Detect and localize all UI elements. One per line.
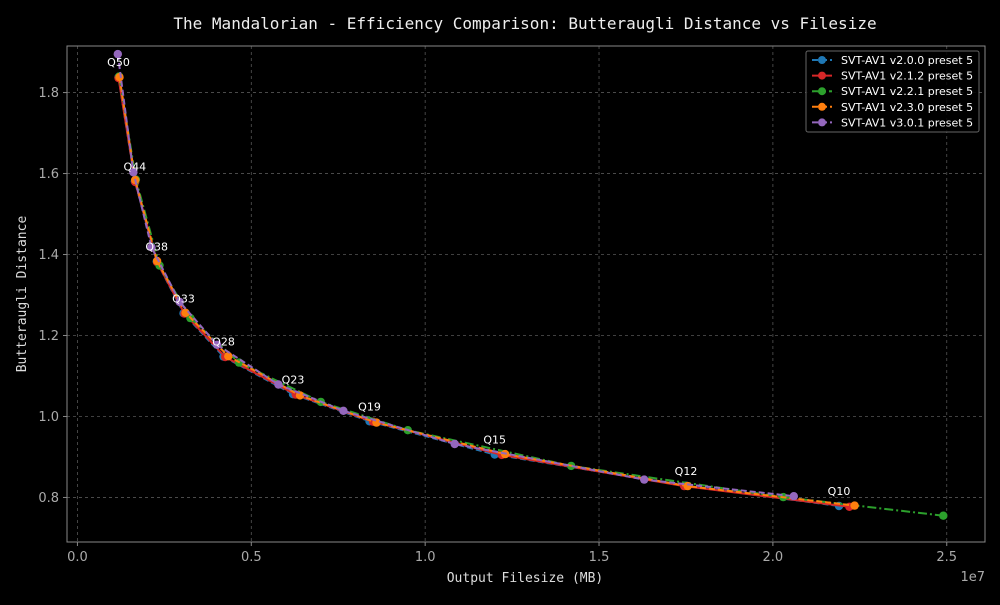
y-tick-label: 1.2	[38, 329, 59, 344]
legend-item: SVT-AV1 v2.1.2 preset 5	[812, 70, 973, 83]
data-point	[939, 511, 948, 520]
data-point	[683, 481, 692, 491]
x-axis-multiplier: 1e7	[960, 570, 985, 585]
series-layer	[113, 49, 948, 520]
q-annotation: Q10	[828, 485, 851, 498]
data-point	[147, 243, 156, 252]
data-point	[181, 308, 190, 317]
y-tick-label: 1.0	[38, 410, 59, 425]
y-axis-label: Butteraugli Distance	[15, 216, 30, 373]
q-annotation: Q44	[123, 160, 146, 173]
x-axis-label: Output Filesize (MB)	[447, 571, 604, 586]
legend-label: SVT-AV1 v2.3.0 preset 5	[841, 101, 973, 114]
q-annotation: Q33	[172, 292, 195, 305]
data-point	[213, 340, 222, 349]
q-annotation: Q15	[483, 434, 506, 447]
y-tick-label: 1.6	[38, 167, 59, 182]
x-tick-label: 2.5	[936, 550, 957, 565]
grid-lines	[67, 46, 985, 542]
legend-marker	[818, 56, 826, 64]
legend-label: SVT-AV1 v2.2.1 preset 5	[841, 85, 973, 98]
legend-item: SVT-AV1 v3.0.1 preset 5	[812, 116, 973, 129]
annotation-layer: Q50 Q44 Q38 Q33 Q28 Q23 Q19 Q15 Q12 Q10	[107, 56, 850, 498]
data-point	[113, 49, 123, 59]
y-tick-label: 1.8	[38, 86, 59, 101]
legend-marker	[818, 71, 826, 80]
data-point	[339, 406, 348, 415]
legend-box	[805, 50, 980, 133]
x-axis-ticks: 0.0 0.5 1.0 1.5 2.0 2.5	[67, 542, 957, 565]
q-annotation: Q38	[145, 241, 168, 254]
data-point	[450, 439, 459, 449]
data-point	[115, 73, 124, 82]
legend-label: SVT-AV1 v2.1.2 preset 5	[841, 70, 973, 83]
legend-item: SVT-AV1 v2.2.1 preset 5	[812, 85, 973, 98]
plot-area-frame	[66, 45, 986, 543]
legend-label: SVT-AV1 v2.0.0 preset 5	[841, 54, 973, 67]
data-point	[175, 297, 184, 307]
legend-item: SVT-AV1 v2.3.0 preset 5	[812, 101, 973, 114]
y-tick-label: 1.4	[38, 248, 59, 263]
q-annotation: Q12	[675, 465, 698, 478]
chart-title: The Mandalorian - Efficiency Comparison:…	[173, 14, 876, 33]
data-point	[224, 352, 233, 361]
x-tick-label: 1.0	[415, 550, 436, 565]
x-tick-label: 0.0	[67, 550, 88, 565]
q-annotation: Q28	[212, 336, 235, 349]
legend: SVT-AV1 v2.0.0 preset 5 SVT-AV1 v2.1.2 pr…	[805, 50, 980, 133]
x-tick-label: 2.0	[763, 550, 784, 565]
legend-label: SVT-AV1 v3.0.1 preset 5	[841, 116, 973, 129]
y-tick-label: 0.8	[38, 491, 59, 506]
q-annotation: Q23	[282, 373, 305, 386]
series-line	[118, 77, 855, 507]
data-point	[274, 380, 283, 389]
data-point	[129, 168, 138, 177]
legend-marker	[818, 118, 826, 127]
legend-item: SVT-AV1 v2.0.0 preset 5	[812, 54, 973, 67]
legend-marker	[818, 87, 826, 96]
data-point	[789, 492, 798, 501]
data-point	[640, 475, 649, 484]
data-point	[152, 256, 162, 266]
series-line	[116, 53, 794, 498]
series-group	[113, 49, 798, 501]
y-axis-ticks: 0.8 1.0 1.2 1.4 1.6 1.8	[38, 86, 67, 506]
x-tick-label: 1.5	[589, 550, 610, 565]
legend-marker	[818, 102, 826, 111]
q-annotation: Q50	[107, 56, 130, 69]
x-tick-label: 0.5	[241, 550, 262, 565]
q-annotation: Q19	[358, 400, 381, 413]
data-point	[850, 501, 859, 510]
